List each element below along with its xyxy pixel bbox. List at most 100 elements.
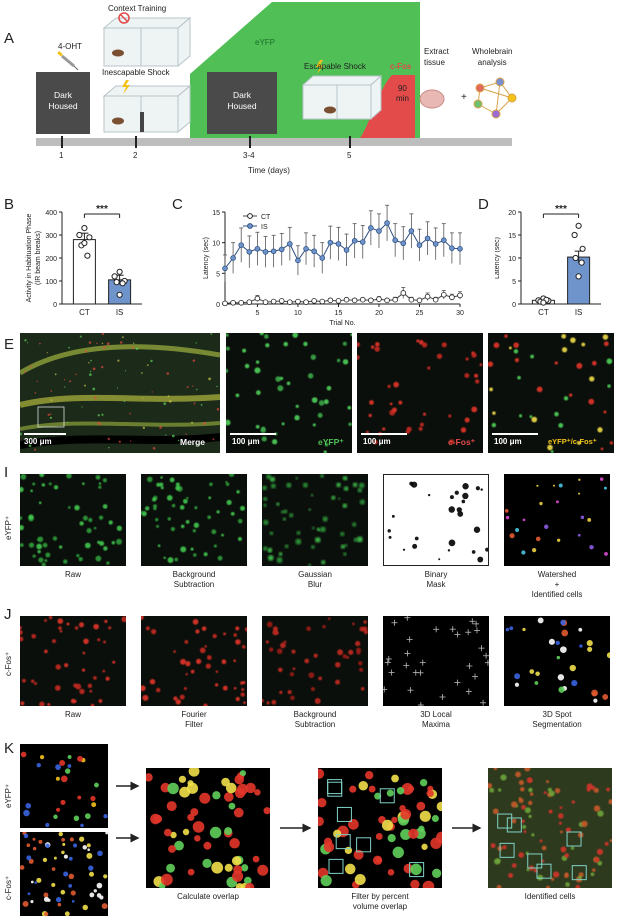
cell (44, 559, 48, 563)
data-point-is (376, 228, 382, 234)
cell (157, 544, 161, 548)
cell (23, 833, 29, 839)
cell (141, 685, 146, 692)
x-tick-label: 25 (416, 310, 424, 317)
data-point-ct (424, 293, 431, 300)
cell (36, 380, 38, 383)
cell (82, 904, 88, 911)
cell (208, 496, 212, 500)
cell (179, 505, 185, 510)
data-point (579, 245, 586, 252)
cell (226, 368, 229, 373)
cell (20, 474, 27, 480)
data-point-is (222, 265, 228, 272)
cell (276, 648, 283, 655)
cell (419, 810, 431, 822)
cell (277, 385, 284, 392)
cell (592, 868, 596, 872)
cell (239, 770, 247, 777)
cell (53, 856, 57, 860)
overlap-box (356, 837, 372, 853)
cell (564, 853, 570, 858)
cell (386, 789, 394, 797)
cell (530, 354, 535, 359)
overlap-box (409, 862, 425, 878)
cell (64, 768, 71, 774)
overlap-box (527, 853, 543, 869)
cell (553, 871, 560, 878)
timeline-tick-4: 5 (347, 151, 352, 160)
cell (95, 474, 101, 480)
cell (389, 402, 393, 406)
y-tick-label: 100 (45, 279, 57, 286)
cell (310, 494, 314, 497)
cell (529, 415, 533, 418)
cell (559, 806, 563, 810)
cell (166, 863, 175, 873)
cell (475, 486, 480, 491)
cell (491, 422, 497, 428)
cell (509, 533, 515, 539)
cell (275, 376, 282, 382)
cell (23, 370, 26, 373)
cell (175, 485, 181, 491)
cell (421, 342, 428, 348)
data-point (111, 273, 118, 280)
cell (36, 762, 41, 768)
cell (340, 531, 345, 537)
cell (544, 524, 549, 530)
cfos-local-maxima-image (383, 616, 489, 706)
cell (175, 482, 180, 487)
cell (365, 430, 369, 434)
data-point-is (311, 248, 317, 255)
x-tick-label: 30 (456, 310, 464, 317)
cell (119, 341, 123, 344)
cell (28, 542, 35, 548)
cell (488, 782, 493, 789)
cell (504, 334, 508, 338)
cell (511, 801, 518, 808)
cell (42, 857, 48, 863)
cell (223, 792, 234, 802)
cell (575, 884, 581, 888)
cell (103, 814, 108, 819)
flow-arrows (116, 781, 482, 843)
cell (515, 771, 521, 778)
x-tick-label-ct: CT (538, 308, 549, 317)
cell (509, 626, 514, 631)
data-point (76, 231, 83, 239)
cell (202, 858, 212, 868)
cell (570, 337, 576, 343)
cell (203, 552, 208, 557)
cell (369, 400, 374, 405)
cell (532, 548, 537, 553)
cell (358, 781, 368, 791)
y-tick-label: 15 (508, 233, 516, 240)
cell (244, 627, 247, 632)
cell (286, 482, 292, 488)
data-point (81, 239, 88, 247)
cell (555, 640, 560, 646)
overlay-image-label: eYFP⁺/c-Fos⁺ (548, 437, 597, 446)
cell (169, 477, 175, 483)
y-tick-label: 300 (45, 233, 57, 240)
cell (55, 664, 61, 670)
eyfp-raw-image (20, 474, 126, 566)
cell (30, 880, 34, 884)
scale-bar-g (361, 433, 407, 435)
panel-label-c: C (172, 196, 183, 213)
cell (558, 821, 562, 825)
cell (323, 399, 329, 405)
cell (234, 787, 246, 799)
cell (521, 819, 525, 824)
cell (159, 426, 162, 429)
cell (294, 415, 300, 421)
cell (226, 346, 230, 351)
y-tick-label: 5 (216, 271, 220, 278)
network-icon (473, 77, 517, 119)
cell (155, 517, 159, 522)
cell (260, 427, 266, 433)
y-tick-label: 10 (508, 256, 516, 263)
cell (558, 483, 563, 488)
micrograph-cells (20, 751, 108, 828)
